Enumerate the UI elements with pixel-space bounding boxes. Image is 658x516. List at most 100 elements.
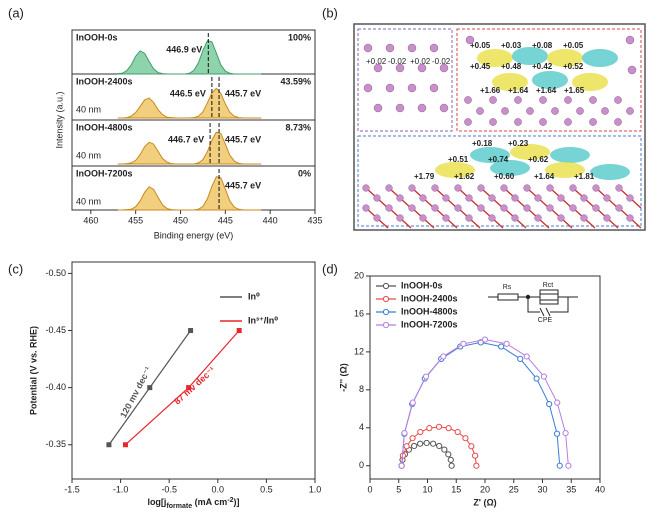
atom xyxy=(439,103,449,113)
marker xyxy=(473,462,480,469)
y-tick-label: 8 xyxy=(359,384,364,394)
peak-label: 446.9 eV xyxy=(166,44,202,54)
y-tick-label: 20 xyxy=(354,270,364,280)
atom xyxy=(429,43,439,53)
charge-cloud xyxy=(510,144,550,160)
marker xyxy=(554,399,561,406)
atom xyxy=(500,204,508,212)
atom xyxy=(625,35,635,45)
charge-cloud xyxy=(545,162,585,178)
panel-label: (d) xyxy=(322,261,338,276)
peak-label: 445.7 eV xyxy=(225,180,261,190)
marker xyxy=(445,425,452,432)
atom xyxy=(385,83,395,93)
charge-label: +0.02 xyxy=(410,57,431,66)
peak-label: 445.7 eV xyxy=(225,88,261,98)
charge-label: +0.42 xyxy=(532,62,553,71)
x-tick-label: 30 xyxy=(537,484,547,494)
atom xyxy=(385,184,393,192)
x-tick-label: 5 xyxy=(396,484,401,494)
atom xyxy=(551,107,559,115)
y-tick-label: 16 xyxy=(354,308,364,318)
atom xyxy=(576,107,584,115)
spectrum-area xyxy=(117,176,262,211)
x-tick-label: 0.5 xyxy=(260,484,273,494)
cpe-plate xyxy=(539,307,545,317)
atom xyxy=(373,194,381,202)
marker xyxy=(445,451,452,458)
x-tick-label: 35 xyxy=(566,484,576,494)
y-axis-label: Intensity (a.u.) xyxy=(54,91,64,148)
charge-label: -0.02 xyxy=(432,57,451,66)
y-tick-label: 12 xyxy=(354,346,364,356)
atom xyxy=(601,107,609,115)
atom xyxy=(526,107,534,115)
marker xyxy=(423,439,430,447)
resistor xyxy=(539,293,559,301)
x-axis-label-part: log[j xyxy=(147,497,166,507)
marker xyxy=(409,435,416,442)
marker xyxy=(447,456,454,463)
frame xyxy=(71,261,316,480)
atom xyxy=(373,63,383,73)
scale-label: 40 nm xyxy=(76,150,101,160)
marker xyxy=(448,462,455,469)
marker xyxy=(436,442,443,450)
charge-cloud xyxy=(590,164,630,180)
x-tick-label: 20 xyxy=(480,484,490,494)
legend-label: In³⁺/In⁰ xyxy=(248,315,278,325)
atom xyxy=(592,184,600,192)
atom xyxy=(439,63,449,73)
x-tick-label: 455 xyxy=(128,215,143,225)
atom xyxy=(396,194,404,202)
panel-label: (b) xyxy=(322,5,338,20)
atom xyxy=(539,96,547,104)
x-tick-label: -0.5 xyxy=(161,484,177,494)
x-tick-label: 1.0 xyxy=(309,484,322,494)
x-tick-label: 15 xyxy=(451,484,461,494)
atom xyxy=(539,118,547,126)
marker xyxy=(435,423,443,430)
spectrum-area xyxy=(117,87,262,119)
atom xyxy=(614,118,622,126)
marker xyxy=(147,385,153,391)
marker xyxy=(430,440,437,447)
resistor xyxy=(497,293,519,301)
atom xyxy=(557,214,565,222)
legend-label: InOOH-7200s xyxy=(401,319,458,329)
charge-label: +0.02 xyxy=(366,57,387,66)
atom xyxy=(569,204,577,212)
atom xyxy=(362,184,370,192)
x-tick-label: 445 xyxy=(218,215,233,225)
atom xyxy=(419,194,427,202)
atom xyxy=(385,204,393,212)
marker xyxy=(540,373,548,380)
atom xyxy=(523,204,531,212)
charge-label: +0.52 xyxy=(563,62,584,71)
atom xyxy=(569,184,577,192)
marker xyxy=(411,442,418,450)
marker xyxy=(236,328,242,334)
atom xyxy=(407,43,417,53)
charge-cloud xyxy=(435,162,475,178)
percent: 100% xyxy=(288,32,311,42)
atom xyxy=(627,65,637,75)
atom xyxy=(477,184,485,192)
cpe-plate xyxy=(545,307,551,317)
x-tick-label: 460 xyxy=(83,215,98,225)
charge-label: +1.62 xyxy=(454,172,475,181)
box xyxy=(357,28,453,132)
atom xyxy=(546,184,554,192)
circuit-label: CPE xyxy=(538,317,553,324)
atom xyxy=(603,194,611,202)
scale-label: 40 nm xyxy=(76,196,101,206)
charge-label: +1.79 xyxy=(414,172,435,181)
marker xyxy=(426,425,433,432)
percent: 8.73% xyxy=(285,122,311,132)
charge-label: +0.60 xyxy=(494,172,515,181)
atom xyxy=(514,96,522,104)
peak-label: 446.7 eV xyxy=(168,134,204,144)
legend-marker xyxy=(382,308,390,316)
marker xyxy=(460,340,467,347)
